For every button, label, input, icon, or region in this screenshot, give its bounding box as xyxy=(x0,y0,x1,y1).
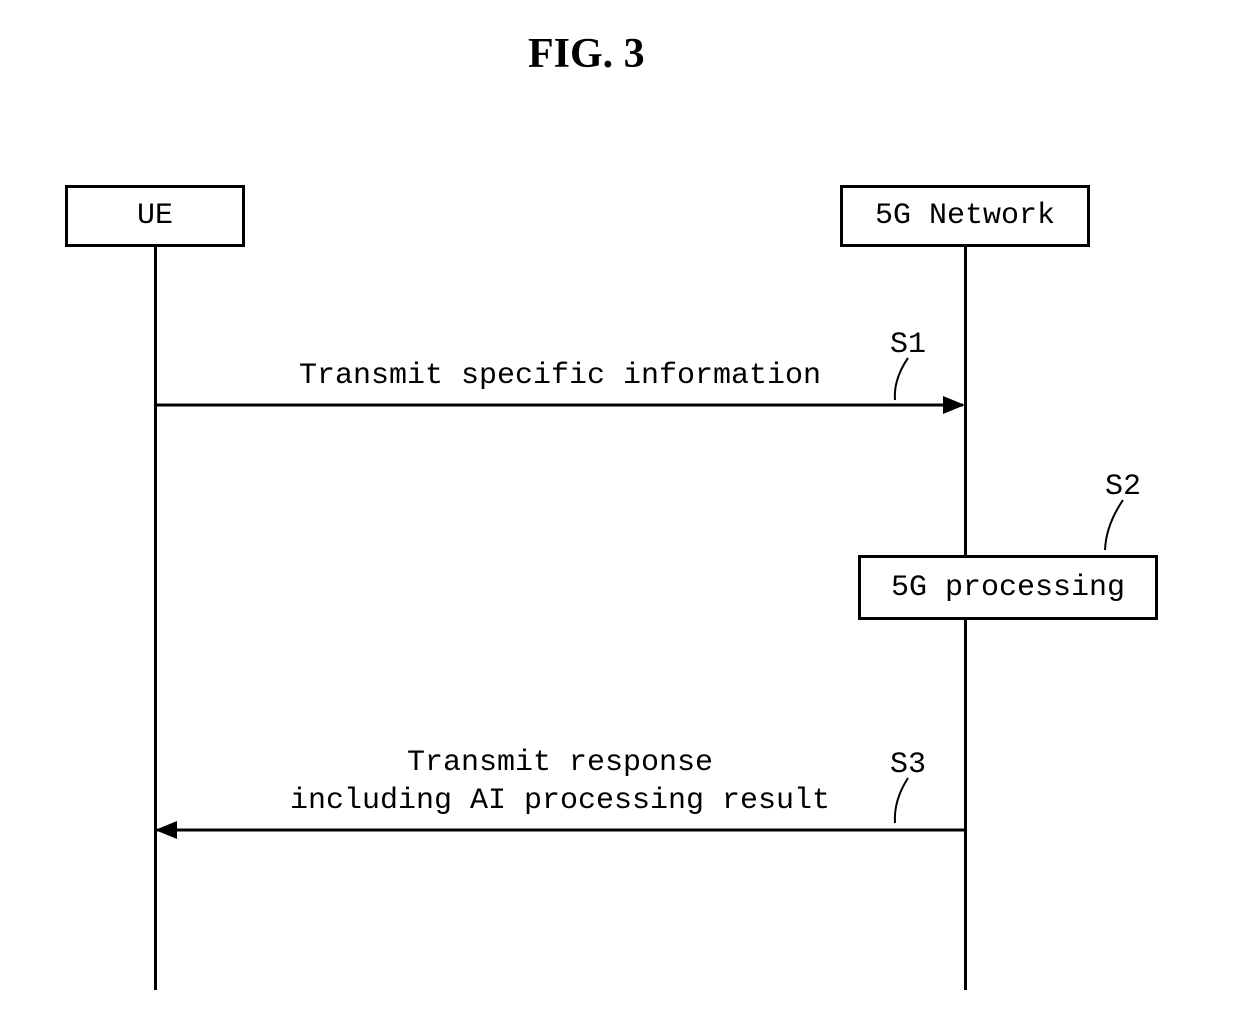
sequence-diagram: FIG. 3 UE 5G Network Transmit specific i… xyxy=(0,0,1240,1031)
leader-s3 xyxy=(0,0,1,1)
step-label-s2: S2 xyxy=(1105,470,1141,504)
message-label-s1: Transmit specific information xyxy=(155,358,965,396)
message-label-s3: Transmit responseincluding AI processing… xyxy=(155,745,965,820)
step-label-s3: S3 xyxy=(890,748,926,782)
lifeline-label-ue: UE xyxy=(137,199,173,233)
step-label-s1: S1 xyxy=(890,328,926,362)
figure-title: FIG. 3 xyxy=(528,30,645,78)
lifeline-label-network: 5G Network xyxy=(875,199,1055,233)
process-box-5g-processing: 5G processing xyxy=(858,555,1158,620)
lifeline-box-ue: UE xyxy=(65,185,245,247)
lifeline-box-network: 5G Network xyxy=(840,185,1090,247)
process-label: 5G processing xyxy=(891,571,1125,605)
